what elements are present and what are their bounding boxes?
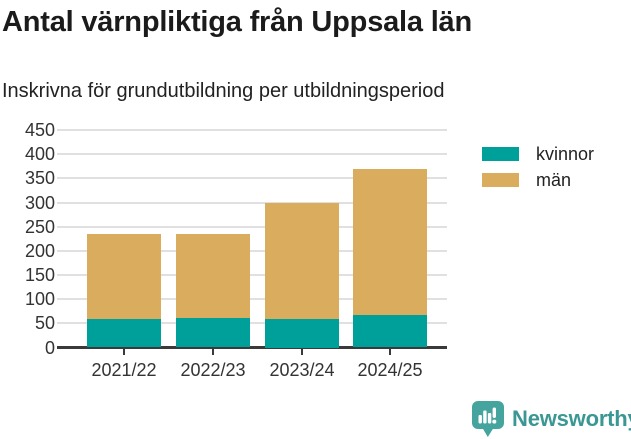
gridline-y300 <box>57 201 447 204</box>
gridline-y50 <box>57 322 447 325</box>
legend-swatch-man <box>482 173 519 187</box>
y-axis-tick-label: 0 <box>44 337 55 358</box>
bar-segment-kvinnor-2023/24 <box>265 318 339 348</box>
gridline-y250 <box>57 225 447 228</box>
legend: kvinnor män <box>482 144 595 190</box>
x-axis-tick-label: 2022/23 <box>180 360 246 380</box>
legend-item-kvinnor: kvinnor <box>482 144 595 164</box>
x-axis-line <box>57 346 447 349</box>
brand-name: Newsworthy <box>512 406 631 431</box>
gridline-y150 <box>57 274 447 276</box>
newsworthy-logo: Newsworthy <box>471 400 631 438</box>
bar-segment-kvinnor-2021/22 <box>87 319 161 348</box>
y-axis-tick-label: 100 <box>24 289 55 310</box>
legend-swatch-kvinnor <box>482 147 519 161</box>
x-axis-tick <box>123 349 125 355</box>
bar-segment-män-2021/22 <box>87 234 161 320</box>
y-axis-tick-label: 400 <box>24 144 55 165</box>
bar-segment-kvinnor-2022/23 <box>176 317 250 348</box>
gridline-y200 <box>57 249 447 252</box>
bar-segment-män-2022/23 <box>176 233 250 318</box>
y-axis-tick-label: 300 <box>24 192 55 213</box>
legend-label-man: män <box>536 170 572 190</box>
x-axis-tick <box>301 349 303 355</box>
bar-segment-kvinnor-2024/25 <box>353 315 427 348</box>
x-axis-tick-label: 2023/24 <box>269 360 335 380</box>
gridline-y350 <box>57 177 447 180</box>
bar-segment-män-2023/24 <box>265 202 339 319</box>
gridline-y400 <box>57 153 447 156</box>
y-axis-tick-label: 350 <box>24 168 55 189</box>
chart-subtitle: Inskrivna för grundutbildning per utbild… <box>2 80 445 102</box>
y-axis-tick-label: 150 <box>24 265 55 285</box>
x-axis-tick <box>212 349 214 355</box>
gridline-y100 <box>57 298 447 301</box>
gridline-y450 <box>57 129 447 131</box>
bar-segment-män-2024/25 <box>353 168 427 316</box>
legend-label-kvinnor: kvinnor <box>536 144 595 164</box>
chart-title: Antal värnpliktiga från Uppsala län <box>2 6 472 38</box>
legend-item-man: män <box>482 170 594 190</box>
x-axis-tick-label: 2021/22 <box>91 360 157 380</box>
newsworthy-chart-bubble-icon <box>472 401 504 437</box>
y-axis-tick-label: 50 <box>34 313 55 334</box>
x-axis-tick <box>389 349 391 355</box>
x-axis-tick-label: 2024/25 <box>357 360 423 380</box>
y-axis-tick-label: 450 <box>24 120 55 140</box>
y-axis-tick-label: 200 <box>24 240 55 261</box>
y-axis-tick-label: 250 <box>24 216 55 237</box>
